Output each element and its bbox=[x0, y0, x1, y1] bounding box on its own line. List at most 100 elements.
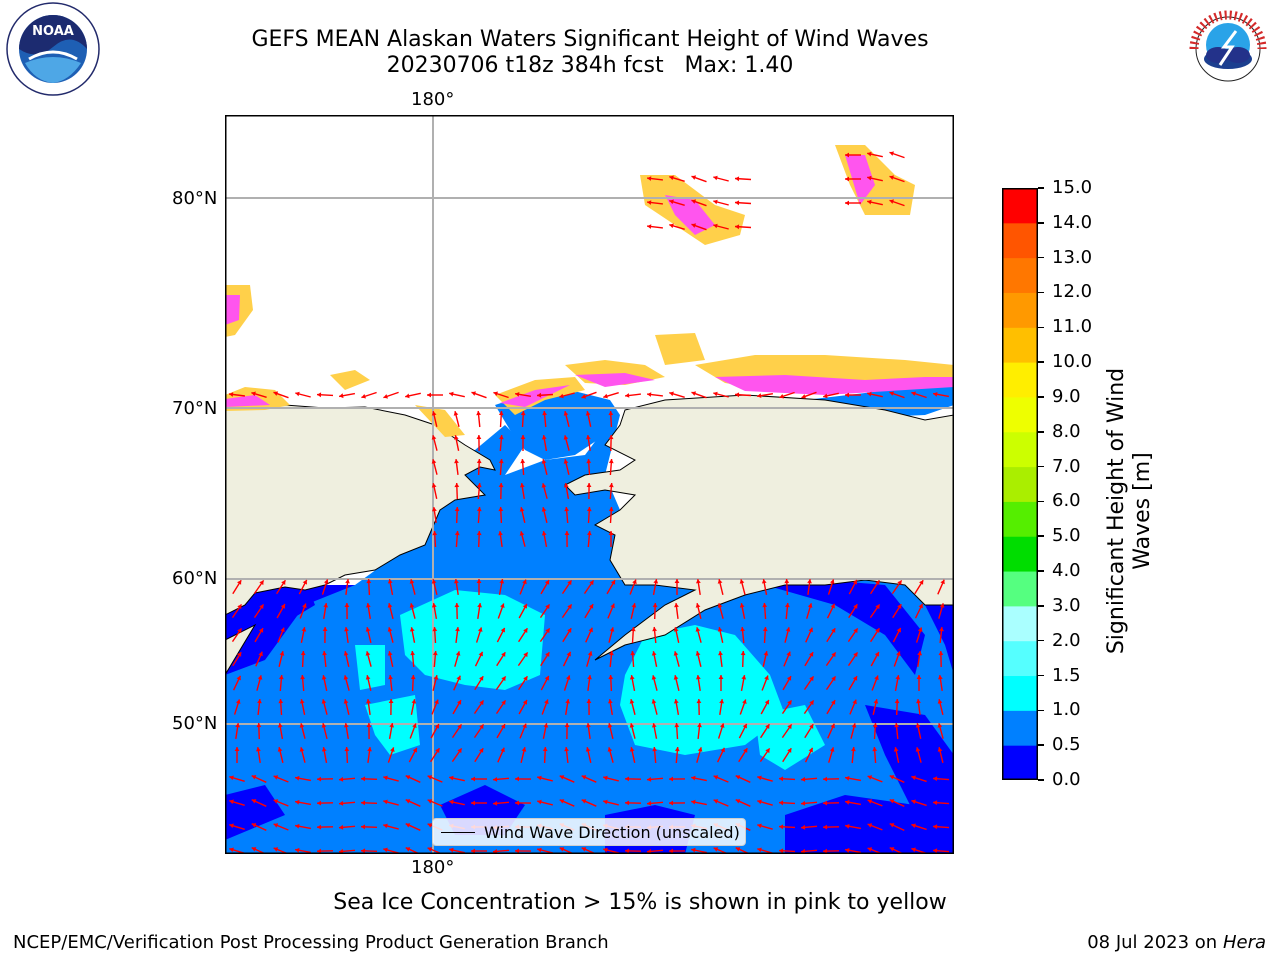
wind-wave-arrow-head bbox=[432, 627, 438, 632]
sea-ice-caption: Sea Ice Concentration > 15% is shown in … bbox=[333, 890, 947, 915]
wind-wave-arrow-head bbox=[433, 675, 439, 680]
wind-wave-arrow-head bbox=[515, 800, 519, 806]
colorbar-tick-mark bbox=[1038, 605, 1044, 607]
colorbar-segment bbox=[1002, 327, 1038, 363]
wind-wave-arrow-head bbox=[339, 393, 344, 399]
wind-wave-arrow-head bbox=[427, 847, 433, 852]
wind-wave-arrow-head bbox=[669, 776, 673, 782]
wind-wave-arrow-head bbox=[691, 775, 696, 781]
lat-label-60: 60°N bbox=[172, 568, 218, 589]
colorbar-tick-mark bbox=[1038, 779, 1044, 781]
wind-wave-arrow-head bbox=[545, 652, 550, 657]
wind-wave-arrow-head bbox=[695, 603, 701, 608]
wind-wave-arrow-head bbox=[762, 603, 768, 608]
colorbar-tick-label: 14.0 bbox=[1052, 211, 1093, 233]
wind-wave-arrow-head bbox=[631, 603, 637, 608]
wind-wave-arrow-head bbox=[787, 724, 792, 730]
colorbar-tick-label: 5.0 bbox=[1052, 525, 1081, 547]
wind-wave-arrow-head bbox=[432, 507, 437, 512]
colorbar-segment bbox=[1002, 292, 1038, 328]
wind-wave-arrow-head bbox=[831, 700, 836, 705]
wind-wave-arrow-head bbox=[235, 699, 241, 704]
wind-wave-arrow-head bbox=[933, 800, 938, 806]
wind-wave-arrow-head bbox=[735, 775, 741, 780]
wind-wave-arrow-head bbox=[541, 459, 547, 464]
wind-wave-arrow-head bbox=[673, 675, 679, 680]
wind-wave-arrow-head bbox=[867, 823, 873, 828]
wind-wave-arrow-head bbox=[479, 748, 484, 753]
wind-wave-arrow-head bbox=[608, 435, 614, 440]
wind-wave-arrow-head bbox=[911, 823, 916, 829]
wind-wave-arrow-head bbox=[498, 531, 503, 536]
wind-wave-arrow-head bbox=[278, 675, 284, 680]
wind-wave-arrow-head bbox=[277, 723, 283, 728]
wind-wave-arrow-head bbox=[651, 675, 657, 680]
wind-wave-arrow-head bbox=[431, 483, 437, 488]
wind-wave-arrow-head bbox=[317, 392, 322, 398]
wind-wave-arrow-head bbox=[896, 651, 901, 656]
wind-wave-arrow-head bbox=[431, 435, 437, 440]
wind-wave-arrow-head bbox=[610, 603, 615, 609]
wind-wave-arrow-head bbox=[237, 604, 242, 610]
wind-wave-arrow-head bbox=[911, 799, 916, 805]
wind-wave-arrow-head bbox=[432, 651, 438, 656]
map-svg bbox=[225, 115, 954, 854]
bottom-lon-label: 180° bbox=[411, 857, 455, 878]
wind-wave-arrow-head bbox=[236, 675, 241, 681]
wind-wave-arrow-head bbox=[367, 747, 372, 752]
wind-wave-arrow-head bbox=[625, 800, 630, 806]
wind-wave-arrow-head bbox=[629, 747, 635, 752]
wind-wave-arrow-head bbox=[522, 723, 527, 729]
wind-wave-arrow-head bbox=[742, 723, 747, 729]
wind-wave-arrow-head bbox=[545, 604, 550, 609]
wind-wave-arrow-head bbox=[696, 675, 701, 680]
wind-wave-arrow-head bbox=[258, 628, 264, 633]
wind-wave-arrow-head bbox=[431, 411, 437, 416]
wind-wave-arrow-head bbox=[564, 747, 569, 752]
wind-wave-arrow-head bbox=[742, 699, 747, 704]
wind-wave-arrow-head bbox=[916, 699, 921, 704]
wind-wave-arrow-head bbox=[853, 604, 858, 609]
wind-wave-arrow-head bbox=[273, 799, 279, 804]
wind-wave-arrow-head bbox=[894, 699, 900, 704]
wind-wave-arrow-head bbox=[229, 799, 234, 805]
wind-wave-arrow-head bbox=[874, 675, 879, 681]
wind-wave-arrow-head bbox=[405, 847, 411, 852]
wind-wave-arrow-head bbox=[845, 800, 850, 805]
wind-wave-arrow-head bbox=[735, 224, 740, 230]
colorbar-tick-mark bbox=[1038, 291, 1044, 294]
colorbar-tick-label: 4.0 bbox=[1052, 560, 1081, 582]
wind-wave-arrow-head bbox=[713, 223, 718, 229]
wind-wave-arrow-head bbox=[845, 392, 849, 398]
wind-wave-arrow-head bbox=[894, 723, 899, 728]
wind-wave-arrow-head bbox=[559, 847, 565, 852]
chart-subtitle: 20230706 t18z 384h fcst Max: 1.40 bbox=[386, 53, 794, 78]
colorbar-tick-label: 13.0 bbox=[1052, 246, 1093, 268]
wind-wave-arrow-head bbox=[779, 800, 784, 806]
wind-wave-arrow-head bbox=[691, 847, 696, 853]
wind-wave-arrow-head bbox=[801, 776, 806, 782]
wind-wave-arrow-head bbox=[717, 603, 723, 608]
wind-wave-arrow-head bbox=[586, 699, 592, 703]
legend-line-swatch bbox=[441, 832, 475, 833]
wind-wave-arrow-head bbox=[867, 799, 873, 804]
wind-wave-arrow-head bbox=[581, 847, 587, 852]
wind-wave-arrow-head bbox=[735, 847, 741, 852]
wind-wave-arrow-head bbox=[872, 723, 878, 728]
wind-wave-arrow-head bbox=[669, 800, 673, 806]
wind-wave-arrow-head bbox=[383, 394, 388, 399]
wind-wave-arrow-head bbox=[801, 394, 806, 399]
wind-wave-arrow-head bbox=[229, 775, 234, 781]
wind-wave-arrow-head bbox=[295, 391, 300, 397]
wind-wave-arrow-head bbox=[786, 676, 792, 681]
wind-wave-arrow-head bbox=[361, 776, 366, 782]
wind-wave-arrow-head bbox=[713, 175, 718, 181]
wind-wave-arrow-head bbox=[383, 847, 388, 853]
wind-wave-arrow-head bbox=[251, 847, 257, 852]
wind-wave-arrow-head bbox=[519, 531, 525, 536]
footer-host: Hera bbox=[1222, 932, 1266, 953]
wind-wave-arrow-head bbox=[696, 579, 701, 584]
wind-wave-arrow-head bbox=[630, 651, 636, 656]
chart-title: GEFS MEAN Alaskan Waters Significant Hei… bbox=[251, 27, 929, 52]
wind-wave-arrow-head bbox=[889, 823, 895, 828]
